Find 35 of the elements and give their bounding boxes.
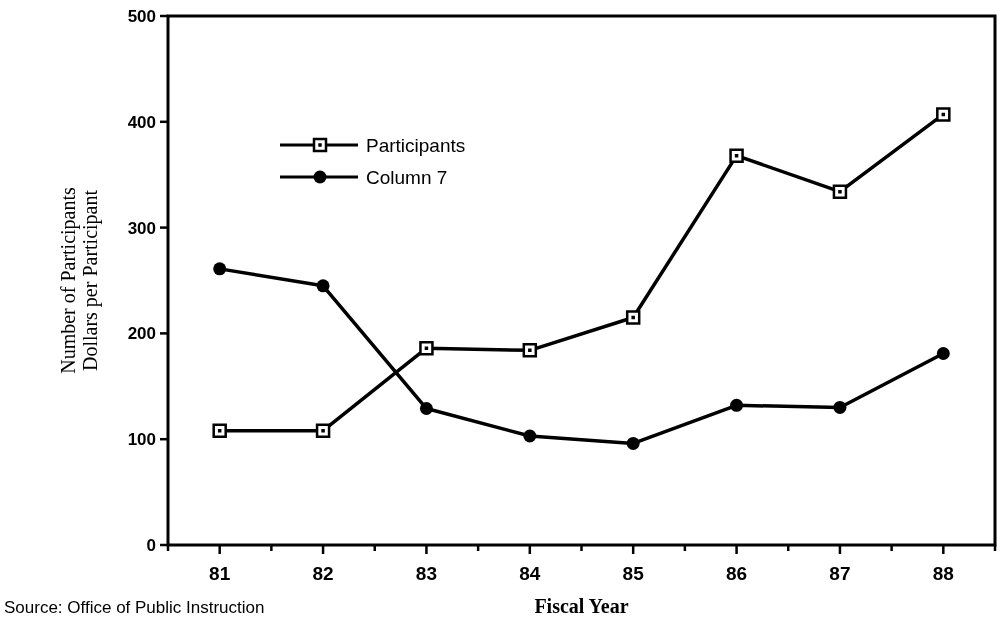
x-tick-label: 81 (209, 563, 231, 584)
y-tick-label: 400 (127, 112, 156, 132)
x-tick-label: 82 (312, 563, 334, 584)
x-axis-title: Fiscal Year (534, 595, 629, 617)
point (625, 310, 641, 325)
point (833, 400, 847, 414)
y-tick-label: 500 (127, 6, 156, 26)
point (419, 340, 434, 356)
y-tick-label: 200 (127, 324, 156, 344)
point (626, 436, 640, 450)
y-axis-title: Number of Participants Dollars per Participant (57, 186, 102, 374)
point (419, 402, 433, 416)
point (213, 262, 227, 276)
y-tick-label: 0 (146, 535, 156, 555)
point (729, 148, 744, 163)
point (730, 398, 744, 412)
point (315, 423, 331, 438)
legend-label: Column 7 (366, 166, 448, 188)
point (316, 279, 330, 293)
x-tick-label: 84 (519, 563, 541, 584)
point (523, 429, 537, 443)
point (212, 423, 227, 438)
source-note: Source: Office of Public Instruction (4, 598, 265, 617)
x-tick-label: 85 (622, 563, 645, 584)
legend-label: Participants (366, 134, 466, 156)
x-tick-label: 87 (829, 563, 851, 584)
point (522, 343, 538, 358)
x-tick-label: 86 (725, 563, 748, 584)
x-tick-label: 88 (932, 563, 954, 584)
point (936, 347, 950, 360)
point (936, 107, 951, 122)
y-tick-label: 100 (127, 430, 156, 450)
y-tick-label: 300 (127, 218, 156, 238)
point (832, 184, 848, 199)
x-tick-label: 83 (415, 563, 438, 584)
